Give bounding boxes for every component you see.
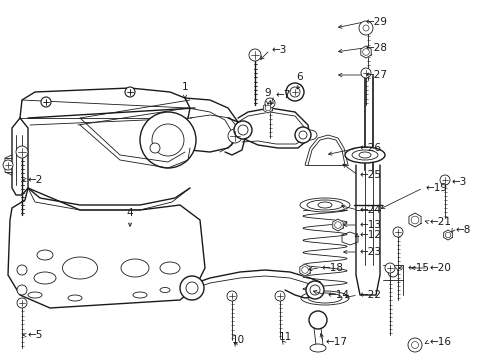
Text: 1: 1 — [182, 82, 188, 92]
Circle shape — [309, 285, 319, 295]
Circle shape — [3, 160, 13, 170]
Text: ←19: ←19 — [424, 183, 446, 193]
Circle shape — [185, 282, 198, 294]
Ellipse shape — [309, 344, 325, 352]
Circle shape — [384, 263, 394, 273]
Circle shape — [17, 265, 27, 275]
Circle shape — [410, 216, 418, 224]
Circle shape — [289, 87, 299, 97]
Ellipse shape — [317, 202, 331, 208]
Polygon shape — [332, 219, 343, 231]
Text: ←25: ←25 — [359, 170, 381, 180]
Ellipse shape — [133, 292, 147, 298]
Circle shape — [125, 87, 135, 97]
Circle shape — [227, 129, 242, 143]
Circle shape — [264, 98, 274, 108]
Ellipse shape — [68, 295, 82, 301]
Text: ←27: ←27 — [365, 70, 387, 80]
Text: 6: 6 — [296, 72, 303, 82]
Circle shape — [301, 267, 307, 273]
Circle shape — [294, 127, 310, 143]
Text: ←18: ←18 — [321, 263, 343, 273]
Text: 9: 9 — [264, 88, 271, 98]
Circle shape — [248, 49, 261, 61]
Text: ←23: ←23 — [359, 247, 381, 257]
Text: ←13: ←13 — [359, 220, 381, 230]
Circle shape — [411, 342, 418, 348]
Ellipse shape — [28, 292, 42, 298]
Text: ←20: ←20 — [429, 263, 451, 273]
Circle shape — [308, 311, 326, 329]
Text: 10: 10 — [231, 335, 244, 345]
Circle shape — [152, 124, 183, 156]
Ellipse shape — [62, 257, 97, 279]
Circle shape — [230, 132, 239, 140]
Circle shape — [362, 25, 368, 31]
Ellipse shape — [307, 293, 341, 303]
Text: ←16: ←16 — [429, 337, 451, 347]
Ellipse shape — [34, 272, 56, 284]
Ellipse shape — [358, 152, 370, 158]
Circle shape — [285, 83, 304, 101]
Polygon shape — [360, 46, 370, 58]
Text: ←14: ←14 — [327, 290, 349, 300]
Text: ←29: ←29 — [365, 17, 387, 27]
Polygon shape — [263, 103, 272, 113]
Circle shape — [362, 49, 368, 55]
Circle shape — [358, 21, 372, 35]
Circle shape — [439, 175, 449, 185]
Circle shape — [298, 131, 306, 139]
Ellipse shape — [351, 150, 377, 160]
Polygon shape — [443, 230, 451, 240]
Text: ←8: ←8 — [454, 225, 469, 235]
Text: ←5: ←5 — [28, 330, 43, 340]
Circle shape — [387, 267, 397, 277]
Ellipse shape — [160, 262, 180, 274]
Text: ←17: ←17 — [325, 337, 346, 347]
Circle shape — [407, 338, 421, 352]
Circle shape — [305, 281, 324, 299]
Circle shape — [238, 125, 247, 135]
Ellipse shape — [345, 147, 384, 163]
Text: ←15: ←15 — [407, 263, 429, 273]
Ellipse shape — [37, 250, 53, 260]
Circle shape — [274, 291, 285, 301]
Ellipse shape — [299, 198, 349, 212]
Text: 11: 11 — [278, 332, 291, 342]
Circle shape — [140, 112, 196, 168]
Ellipse shape — [306, 200, 342, 210]
Text: ←28: ←28 — [365, 43, 387, 53]
Text: ←2: ←2 — [28, 175, 43, 185]
Ellipse shape — [301, 291, 348, 305]
Text: ←24: ←24 — [359, 205, 381, 215]
Circle shape — [445, 232, 450, 238]
Text: 4: 4 — [126, 208, 133, 218]
Polygon shape — [408, 213, 420, 227]
Text: ←7: ←7 — [275, 90, 291, 100]
Text: ←12: ←12 — [359, 230, 381, 240]
Circle shape — [226, 291, 237, 301]
Ellipse shape — [160, 288, 170, 292]
Ellipse shape — [303, 130, 316, 140]
Circle shape — [41, 97, 51, 107]
Circle shape — [17, 285, 27, 295]
Circle shape — [17, 298, 27, 308]
Text: ←3: ←3 — [451, 177, 467, 187]
Polygon shape — [299, 264, 309, 276]
Circle shape — [180, 276, 203, 300]
Circle shape — [150, 143, 160, 153]
Circle shape — [334, 222, 341, 228]
Text: ←21: ←21 — [429, 217, 451, 227]
Circle shape — [360, 68, 370, 78]
Circle shape — [16, 146, 28, 158]
Text: ←26: ←26 — [359, 143, 381, 153]
Polygon shape — [8, 188, 204, 308]
Circle shape — [392, 227, 402, 237]
Ellipse shape — [121, 259, 149, 277]
Text: ←3: ←3 — [271, 45, 287, 55]
Text: ←22: ←22 — [359, 290, 381, 300]
Circle shape — [264, 105, 270, 111]
Circle shape — [234, 121, 251, 139]
